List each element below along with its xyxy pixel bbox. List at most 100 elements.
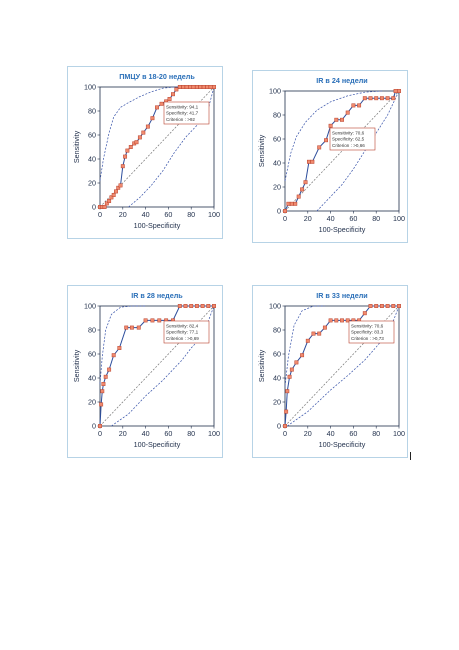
chart-1-roc-point (104, 201, 109, 206)
chart-1-roc-point (125, 148, 130, 153)
chart-3-roc-point (136, 325, 141, 330)
chart-2-y-tick-label: 40 (273, 159, 281, 168)
chart-4-roc-point (368, 304, 373, 308)
chart-4-roc-point (340, 318, 344, 323)
chart-2-x-tick-label: 0 (283, 214, 287, 223)
chart-2-x-tick-label: 20 (304, 214, 312, 223)
chart-4-roc-point (334, 318, 339, 323)
chart-2-x-tick-label: 60 (349, 214, 357, 223)
chart-4-roc-point (294, 360, 299, 365)
roc-chart-1: ПМЦУ в 18-20 недель 0 20 40 60 80 100 0 20 40 60 80… (72, 72, 220, 230)
chart-2-ci-lower (316, 90, 400, 212)
chart-1-roc-point (205, 85, 210, 89)
chart-1-roc-point (174, 87, 179, 92)
chart-1-roc-point (167, 97, 172, 101)
chart-1-roc-point (191, 85, 196, 89)
chart-3-roc-point (189, 304, 194, 308)
chart-1-y-tick-label: 80 (88, 107, 96, 116)
chart-3-roc-point (129, 325, 134, 330)
chart-2-x-axis-label: 100-Specificity (319, 225, 366, 234)
chart-2-plot-frame (284, 90, 400, 212)
chart-2-y-tick-label: 80 (273, 111, 281, 120)
chart-1-y-axis-label: Sensitivity (72, 130, 81, 163)
chart-1-y-tick-label: 60 (88, 131, 96, 140)
chart-1-roc-point (102, 205, 107, 209)
chart-3-roc-point (101, 382, 106, 386)
chart-4-title: IR в 33 недели (316, 291, 367, 300)
chart-3-x-tick-label: 0 (98, 429, 102, 438)
chart-1-criterion-line: Specificity: 41,7 (166, 111, 199, 116)
chart-3-roc-point (177, 304, 182, 308)
chart-2-title: IR в 24 недели (316, 76, 367, 85)
roc-chart-panel-4: IR в 33 недели 0 20 40 60 80 100 0 20 40 60 80 100 10… (252, 285, 408, 458)
chart-2-roc-point (379, 96, 384, 101)
chart-2-roc-point (289, 201, 294, 206)
chart-2-criterion-box (329, 127, 376, 151)
chart-4-roc-point (385, 304, 390, 308)
chart-1-roc-point (128, 145, 133, 149)
chart-2-y-tick-label: 20 (273, 183, 281, 192)
chart-1-y-tick-label: 40 (88, 155, 96, 164)
chart-2-criterion-line: Criterion : >0,66 (332, 143, 365, 148)
page-edge-mark (410, 452, 411, 460)
chart-4-roc-point (345, 318, 350, 323)
chart-2-diagonal (284, 90, 400, 212)
chart-3-ci-upper (99, 305, 146, 385)
chart-3-y-tick-label: 40 (88, 374, 96, 383)
chart-1-x-tick-label: 80 (187, 210, 195, 219)
chart-4-roc-point (283, 424, 287, 428)
chart-3-x-tick-label: 40 (142, 429, 150, 438)
chart-3-y-tick-label: 0 (92, 422, 96, 431)
chart-3-roc-point (183, 304, 188, 308)
roc-chart-3: IR в 28 недель 0 20 40 60 80 100 0 20 40 60 80 100 10… (72, 291, 220, 449)
chart-1-roc-point (171, 92, 175, 97)
chart-3-roc-point (157, 318, 162, 323)
chart-4-ci-upper (284, 305, 325, 387)
chart-1-roc-point (114, 189, 118, 194)
chart-3-y-axis-label: Sensitivity (72, 349, 81, 382)
chart-1-x-tick-label: 0 (98, 210, 102, 219)
chart-4-x-tick-label: 20 (304, 429, 312, 438)
chart-1-criterion-line: Sensitivity: 94,1 (166, 105, 199, 110)
chart-1-criterion-line: Criterion : >92 (166, 117, 195, 122)
chart-3-x-tick-label: 60 (164, 429, 172, 438)
chart-2-y-axis-label: Sensitivity (257, 134, 266, 167)
chart-2-roc-point (324, 138, 328, 143)
chart-3-y-tick-label: 100 (84, 302, 96, 311)
chart-2-x-tick-label: 100 (393, 214, 405, 223)
chart-4-roc-point (374, 304, 379, 308)
chart-4-roc-point (322, 325, 327, 330)
chart-4-criterion-line: Specificity: 83,3 (351, 330, 384, 335)
chart-4-roc-point (311, 331, 316, 336)
chart-3-plot-frame (99, 305, 215, 427)
chart-3-roc-point (107, 367, 112, 372)
chart-4-y-tick-label: 20 (273, 398, 281, 407)
chart-4-criterion-box (348, 320, 395, 344)
chart-4-x-tick-label: 60 (349, 429, 357, 438)
chart-3-roc-point (111, 353, 116, 358)
chart-3-roc-point (103, 374, 108, 379)
chart-4-y-tick-label: 100 (269, 302, 281, 311)
chart-1-y-tick-label: 0 (92, 203, 96, 212)
chart-2-roc-point (374, 96, 379, 101)
chart-1-roc-point (212, 85, 216, 89)
chart-2-criterion-line: Sensitivity: 70,6 (332, 131, 365, 136)
chart-1-roc-point (120, 164, 125, 169)
chart-1-roc-point (141, 130, 146, 135)
chart-2-roc-point (357, 103, 362, 108)
chart-3-roc-point (124, 325, 129, 330)
chart-4-roc-point (391, 304, 396, 308)
chart-4-y-tick-label: 80 (273, 326, 281, 335)
chart-4-roc-point (328, 318, 333, 323)
chart-3-x-axis-label: 100-Specificity (134, 440, 181, 449)
chart-3-x-tick-label: 80 (187, 429, 195, 438)
chart-4-roc-point (289, 367, 294, 372)
chart-3-roc-point (99, 402, 104, 407)
chart-4-roc-point (285, 389, 290, 394)
chart-1-title: ПМЦУ в 18-20 недель (119, 72, 195, 81)
chart-1-roc-point (159, 101, 164, 106)
chart-4-x-tick-label: 40 (327, 429, 335, 438)
chart-3-criterion-line: Specificity: 77,1 (166, 330, 199, 335)
chart-4-y-axis-label: Sensitivity (257, 349, 266, 382)
chart-3-roc-point (200, 304, 205, 308)
